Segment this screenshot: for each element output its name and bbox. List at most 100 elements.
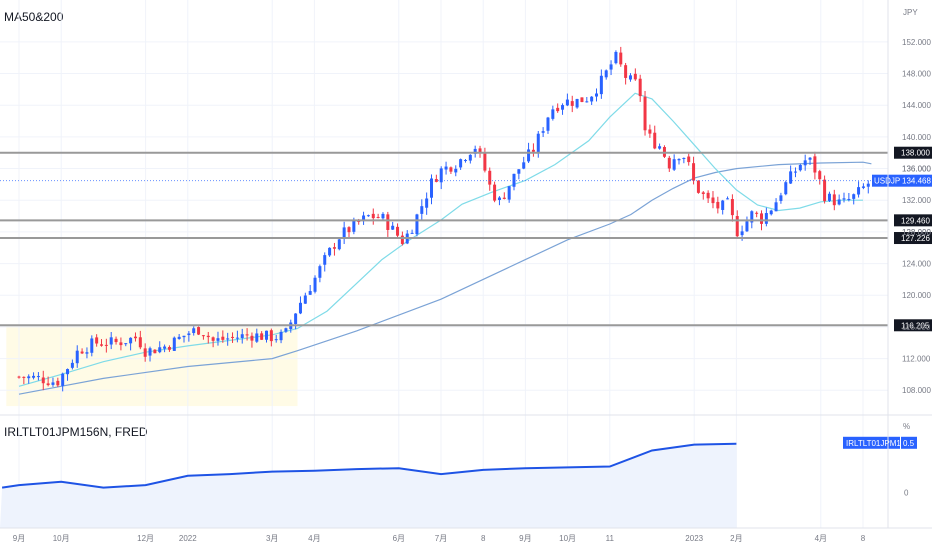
candle-body [745, 221, 749, 232]
candle-body [400, 235, 404, 244]
candle-body [692, 163, 696, 181]
candle-body [133, 336, 137, 339]
candle-body [531, 149, 535, 152]
candle-body [376, 216, 380, 218]
candle-body [439, 168, 443, 183]
candle-body [22, 376, 26, 378]
y-tick-label: 124.000 [902, 260, 931, 269]
candle-body [823, 179, 827, 202]
candle-body [177, 336, 181, 339]
candle-body [595, 93, 599, 97]
candle-body [366, 215, 370, 217]
candle-body [46, 383, 50, 386]
candle-body [255, 333, 259, 342]
sub-unit-label: % [903, 422, 911, 431]
current-price-label: 134.468 [902, 177, 931, 186]
candle-body [444, 166, 448, 170]
candle-body [100, 344, 104, 346]
candle-body [832, 194, 836, 206]
candle-body [614, 51, 618, 64]
candle-body [580, 97, 584, 103]
candle-body [493, 184, 497, 201]
highlight-region [6, 325, 298, 407]
candle-body [721, 200, 725, 210]
candle-body [478, 148, 482, 153]
candle-body [730, 199, 734, 216]
candle-body [497, 197, 501, 201]
candle-body [250, 335, 254, 341]
x-tick-label: 9月 [519, 534, 531, 543]
x-tick-label: 6月 [393, 534, 405, 543]
candle-body [750, 211, 754, 223]
candle-body [648, 129, 652, 134]
x-tick-label: 10月 [53, 534, 70, 543]
candle-body [512, 173, 516, 187]
gridlines [0, 0, 888, 528]
candle-body [570, 101, 574, 106]
candle-body [138, 337, 142, 348]
candle-body [328, 247, 332, 256]
y-tick-label-inner: 136.000 [902, 165, 931, 174]
candle-body [590, 96, 594, 102]
y-tick-label: 144.000 [902, 101, 931, 110]
candle-body [643, 96, 647, 131]
candle-body [624, 65, 628, 78]
candle-body [682, 157, 686, 159]
candle-body [269, 330, 273, 342]
x-tick-label: 2022 [179, 534, 197, 543]
candle-body [70, 362, 74, 368]
candle-body [240, 334, 244, 338]
candle-body [546, 117, 550, 131]
candle-body [332, 247, 336, 249]
y-tick-label: 128.000 [902, 228, 931, 237]
candle-body [420, 206, 424, 214]
candle-body [415, 214, 419, 235]
candle-body [483, 153, 487, 171]
candle-body [279, 331, 283, 341]
x-tick-label: 7月 [435, 534, 447, 543]
level-label-bg [894, 214, 932, 227]
candle-body [245, 334, 249, 336]
candle-body [114, 338, 118, 343]
candle-body [231, 336, 235, 338]
level-label: 116.205 [901, 321, 930, 330]
candle-body [638, 78, 642, 97]
candle-body [619, 52, 623, 65]
x-tick-label: 12月 [137, 534, 154, 543]
candle-body [716, 201, 720, 209]
candle-body [143, 348, 147, 357]
current-symbol-badge [872, 174, 900, 187]
candle-body [789, 171, 793, 184]
candle-body [701, 192, 705, 195]
candle-body [17, 376, 21, 378]
candle-body [410, 232, 414, 234]
candle-body [726, 198, 730, 200]
candle-body [847, 198, 851, 200]
candle-body [51, 382, 55, 385]
candle-body [740, 231, 744, 236]
x-tick-label: 2023 [685, 534, 703, 543]
candle-body [760, 213, 764, 224]
candle-body [517, 169, 521, 174]
candle-body [371, 213, 375, 219]
candle-body [153, 349, 157, 354]
candle-body [628, 75, 632, 80]
candle-body [633, 73, 637, 80]
level-label-bg [894, 232, 932, 245]
candle-body [565, 99, 569, 106]
y-tick-label: 152.000 [902, 38, 931, 47]
x-tick-label: 4月 [308, 534, 320, 543]
y-tick-label: 148.000 [902, 70, 931, 79]
candle-body [129, 337, 133, 344]
candle-body [468, 154, 472, 161]
candle-series [17, 46, 870, 392]
candle-body [425, 198, 429, 208]
horizontal-levels[interactable]: 138.000 129.460 127.226 116.205 USDJPY134.46… [0, 146, 932, 332]
y-tick-label: 112.000 [902, 355, 931, 364]
candle-body [711, 197, 715, 204]
candle-body [66, 369, 70, 375]
candle-body [284, 328, 288, 332]
level-label: 138.000 [901, 149, 930, 158]
